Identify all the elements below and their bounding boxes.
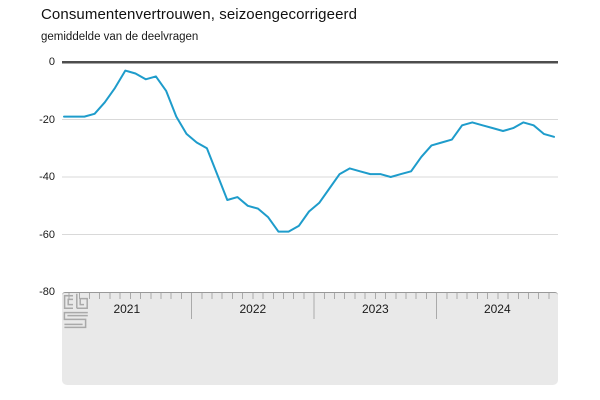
chart-title: Consumentenvertrouwen, seizoengecorrigee… — [41, 6, 358, 23]
y-axis-tick-label: -40 — [39, 171, 55, 183]
series-line — [63, 69, 555, 233]
y-axis-tick-label: 0 — [48, 56, 55, 68]
chart-subtitle: gemiddelde van de deelvragen — [41, 31, 199, 43]
y-axis-tick-label: -20 — [39, 113, 55, 126]
x-axis-year-label: 2021 — [113, 302, 141, 316]
cbs-logo-c — [63, 295, 73, 309]
y-axis-tick-label: -80 — [39, 286, 55, 298]
x-axis-year-label: 2022 — [239, 302, 267, 316]
cbs-logo — [63, 293, 88, 329]
y-axis-tick-label: -60 — [39, 228, 55, 241]
x-axis-ticks — [68, 293, 550, 319]
x-axis-year-label: 2023 — [361, 302, 389, 316]
x-axis-band: 2021 2022 2023 2024 — [62, 292, 558, 385]
cbs-logo-b — [76, 293, 88, 309]
cbs-logo-s — [63, 311, 88, 329]
x-axis-year-label: 2024 — [483, 302, 511, 316]
